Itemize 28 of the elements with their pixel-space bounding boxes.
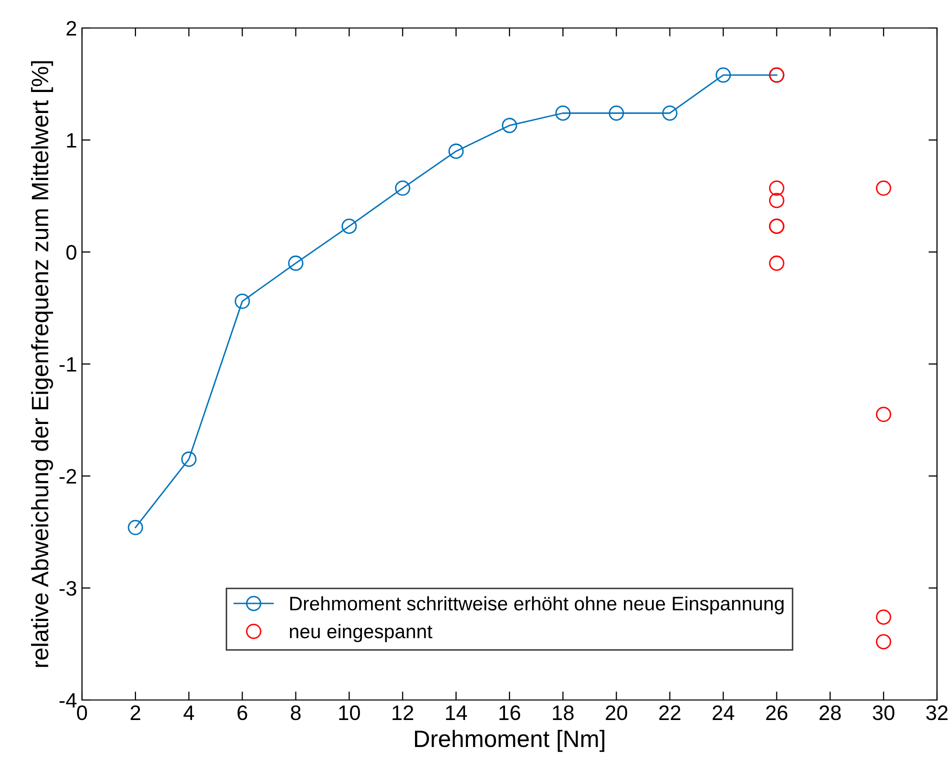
y-tick-label: 1 xyxy=(67,133,76,148)
x-tick-label: 6 xyxy=(238,705,248,720)
x-tick-label: 32 xyxy=(926,705,948,720)
legend-label: Drehmoment schrittweise erhöht ohne neue Einspannung xyxy=(290,596,784,614)
x-tick-label: 22 xyxy=(659,705,680,720)
y-tick-label: -4 xyxy=(60,693,77,708)
legend-label: neu eingespannt xyxy=(290,624,432,642)
x-tick-label: 2 xyxy=(130,705,140,720)
y-tick-label: -3 xyxy=(60,581,76,596)
y-tick-label: -2 xyxy=(60,469,76,484)
x-tick-label: 10 xyxy=(339,705,360,720)
x-axis-title: Drehmoment [Nm] xyxy=(415,730,604,752)
x-tick-label: 30 xyxy=(872,705,894,720)
x-tick-label: 28 xyxy=(820,705,841,720)
y-axis-title: relative Abweichung der Eigenfrequenz zum Mittelwert [%] xyxy=(31,61,54,667)
x-tick-label: 18 xyxy=(552,705,574,720)
x-tick-label: 12 xyxy=(392,705,414,720)
y-tick-label: 0 xyxy=(66,245,76,260)
x-tick-label: 4 xyxy=(184,706,194,720)
x-tick-label: 8 xyxy=(290,705,301,720)
x-tick-label: 24 xyxy=(712,705,734,720)
x-tick-label: 0 xyxy=(77,705,87,720)
y-tick-label: 2 xyxy=(66,21,76,36)
x-tick-label: 16 xyxy=(500,705,520,720)
y-tick-label: -1 xyxy=(60,357,76,372)
x-tick-label: 20 xyxy=(606,705,628,720)
x-tick-label: 26 xyxy=(766,705,788,720)
x-tick-label: 14 xyxy=(446,706,468,720)
